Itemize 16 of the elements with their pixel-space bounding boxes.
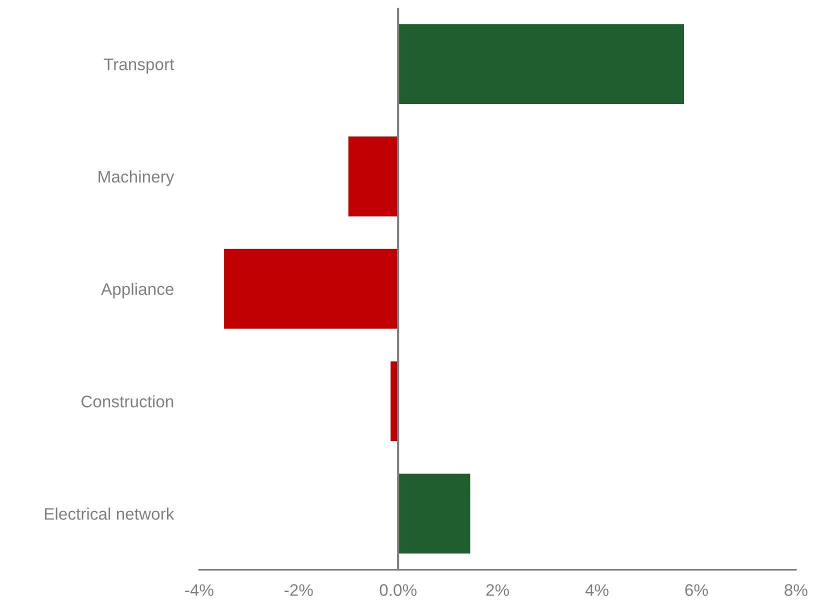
bar [398, 24, 684, 104]
x-tick-label: -4% [185, 584, 214, 596]
x-tick-label: 0.0% [380, 584, 416, 596]
y-tick-label: Construction [81, 395, 174, 408]
y-tick-label: Transport [104, 58, 174, 74]
y-tick-label: Machinery [98, 170, 174, 186]
y-tick-label: Appliance [101, 282, 174, 298]
bar [398, 474, 470, 554]
x-tick-label: 6% [685, 584, 708, 596]
x-tick-label: 2% [486, 584, 510, 596]
x-tick-label: -2% [284, 584, 313, 596]
bar [348, 136, 398, 216]
y-tick-label: Electrical network [44, 508, 174, 520]
x-tick-label: 4% [585, 584, 608, 596]
x-tick-label: 8% [784, 584, 808, 596]
bar [224, 248, 398, 329]
